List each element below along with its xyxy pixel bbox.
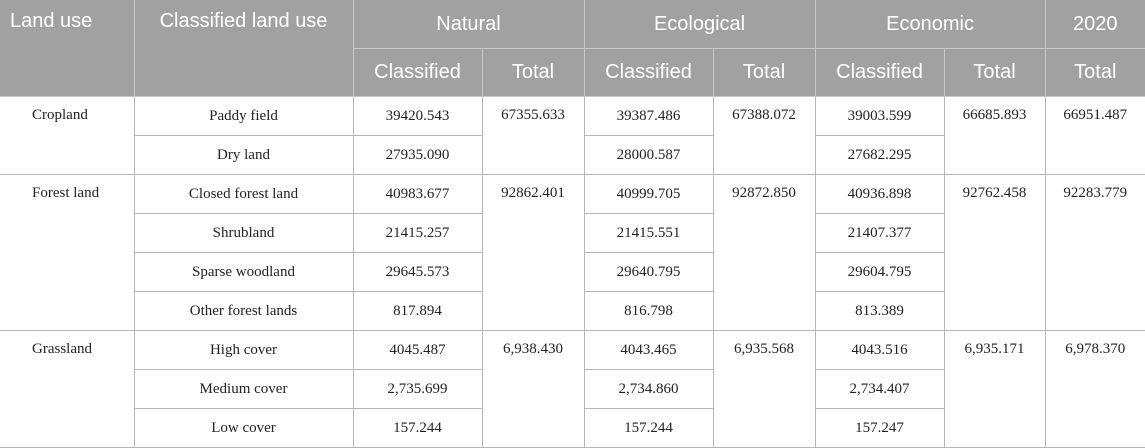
natural-classified-cell: 21415.257	[352, 213, 483, 253]
ecological-classified-cell: 157.244	[583, 408, 714, 448]
total-2020-cell: 6,978.370	[1044, 330, 1145, 448]
economic-classified-cell: 813.389	[814, 291, 945, 331]
ecological-classified-cell: 29640.795	[583, 252, 714, 292]
economic-classified-cell: 157.247	[814, 408, 945, 448]
classified-land-use-cell: Closed forest land	[133, 174, 354, 214]
header-2020-total: Total	[1045, 48, 1145, 97]
table-row: Forest land Closed forest land 40983.677…	[0, 174, 1145, 331]
classified-land-use-cell: Shrubland	[133, 213, 354, 253]
header-2020: 2020	[1045, 0, 1145, 49]
natural-classified-cell: 39420.543	[352, 96, 483, 136]
natural-total-cell: 92862.401	[481, 174, 585, 331]
header-ecological-classified: Classified	[584, 48, 714, 97]
natural-classified-cell: 4045.487	[352, 330, 483, 370]
classified-land-use-cell: Other forest lands	[133, 291, 354, 331]
economic-classified-cell: 2,734.407	[814, 369, 945, 409]
land-use-grassland: Grassland	[0, 330, 135, 448]
ecological-total-cell: 67388.072	[712, 96, 816, 175]
classified-land-use-cell: High cover	[133, 330, 354, 370]
economic-classified-cell: 21407.377	[814, 213, 945, 253]
classified-land-use-cell: Sparse woodland	[133, 252, 354, 292]
economic-classified-cell: 29604.795	[814, 252, 945, 292]
header-economic-classified: Classified	[815, 48, 945, 97]
header-economic-total: Total	[944, 48, 1046, 97]
natural-total-cell: 67355.633	[481, 96, 585, 175]
table-row: Dry land 27935.090 28000.587 27682.295	[0, 135, 1145, 175]
natural-classified-cell: 817.894	[352, 291, 483, 331]
ecological-classified-cell: 28000.587	[583, 135, 714, 175]
table-row: Medium cover 2,735.699 2,734.860 2,734.4…	[0, 369, 1145, 409]
natural-classified-cell: 29645.573	[352, 252, 483, 292]
table-row: Grassland High cover 4045.487 6,938.430 …	[0, 330, 1145, 448]
natural-total-cell: 6,938.430	[481, 330, 585, 448]
economic-classified-cell: 4043.516	[814, 330, 945, 370]
total-2020-cell: 66951.487	[1044, 96, 1145, 175]
economic-classified-cell: 39003.599	[814, 96, 945, 136]
ecological-classified-cell: 816.798	[583, 291, 714, 331]
ecological-classified-cell: 21415.551	[583, 213, 714, 253]
ecological-classified-cell: 4043.465	[583, 330, 714, 370]
ecological-classified-cell: 39387.486	[583, 96, 714, 136]
header-classified-land-use: Classified land use	[134, 0, 354, 97]
economic-classified-cell: 27682.295	[814, 135, 945, 175]
header-natural: Natural	[353, 0, 585, 49]
natural-classified-cell: 2,735.699	[352, 369, 483, 409]
classified-land-use-cell: Dry land	[133, 135, 354, 175]
economic-classified-cell: 40936.898	[814, 174, 945, 214]
header-natural-total: Total	[482, 48, 585, 97]
ecological-classified-cell: 2,734.860	[583, 369, 714, 409]
table-row: Cropland Paddy field 39420.543 67355.633…	[0, 96, 1145, 175]
economic-total-cell: 92762.458	[943, 174, 1046, 331]
classified-land-use-cell: Paddy field	[133, 96, 354, 136]
ecological-total-cell: 92872.850	[712, 174, 816, 331]
economic-total-cell: 6,935.171	[943, 330, 1046, 448]
land-use-cropland: Cropland	[0, 96, 135, 175]
classified-land-use-cell: Medium cover	[133, 369, 354, 409]
total-2020-cell: 92283.779	[1044, 174, 1145, 331]
header-natural-classified: Classified	[353, 48, 483, 97]
header-ecological-total: Total	[713, 48, 816, 97]
economic-total-cell: 66685.893	[943, 96, 1046, 175]
ecological-total-cell: 6,935.568	[712, 330, 816, 448]
header-economic: Economic	[815, 0, 1046, 49]
header-ecological: Ecological	[584, 0, 816, 49]
natural-classified-cell: 40983.677	[352, 174, 483, 214]
table-row: Other forest lands 817.894 816.798 813.3…	[0, 291, 1145, 331]
natural-classified-cell: 27935.090	[352, 135, 483, 175]
land-use-forest-land: Forest land	[0, 174, 135, 331]
header-land-use: Land use	[0, 0, 135, 97]
natural-classified-cell: 157.244	[352, 408, 483, 448]
ecological-classified-cell: 40999.705	[583, 174, 714, 214]
